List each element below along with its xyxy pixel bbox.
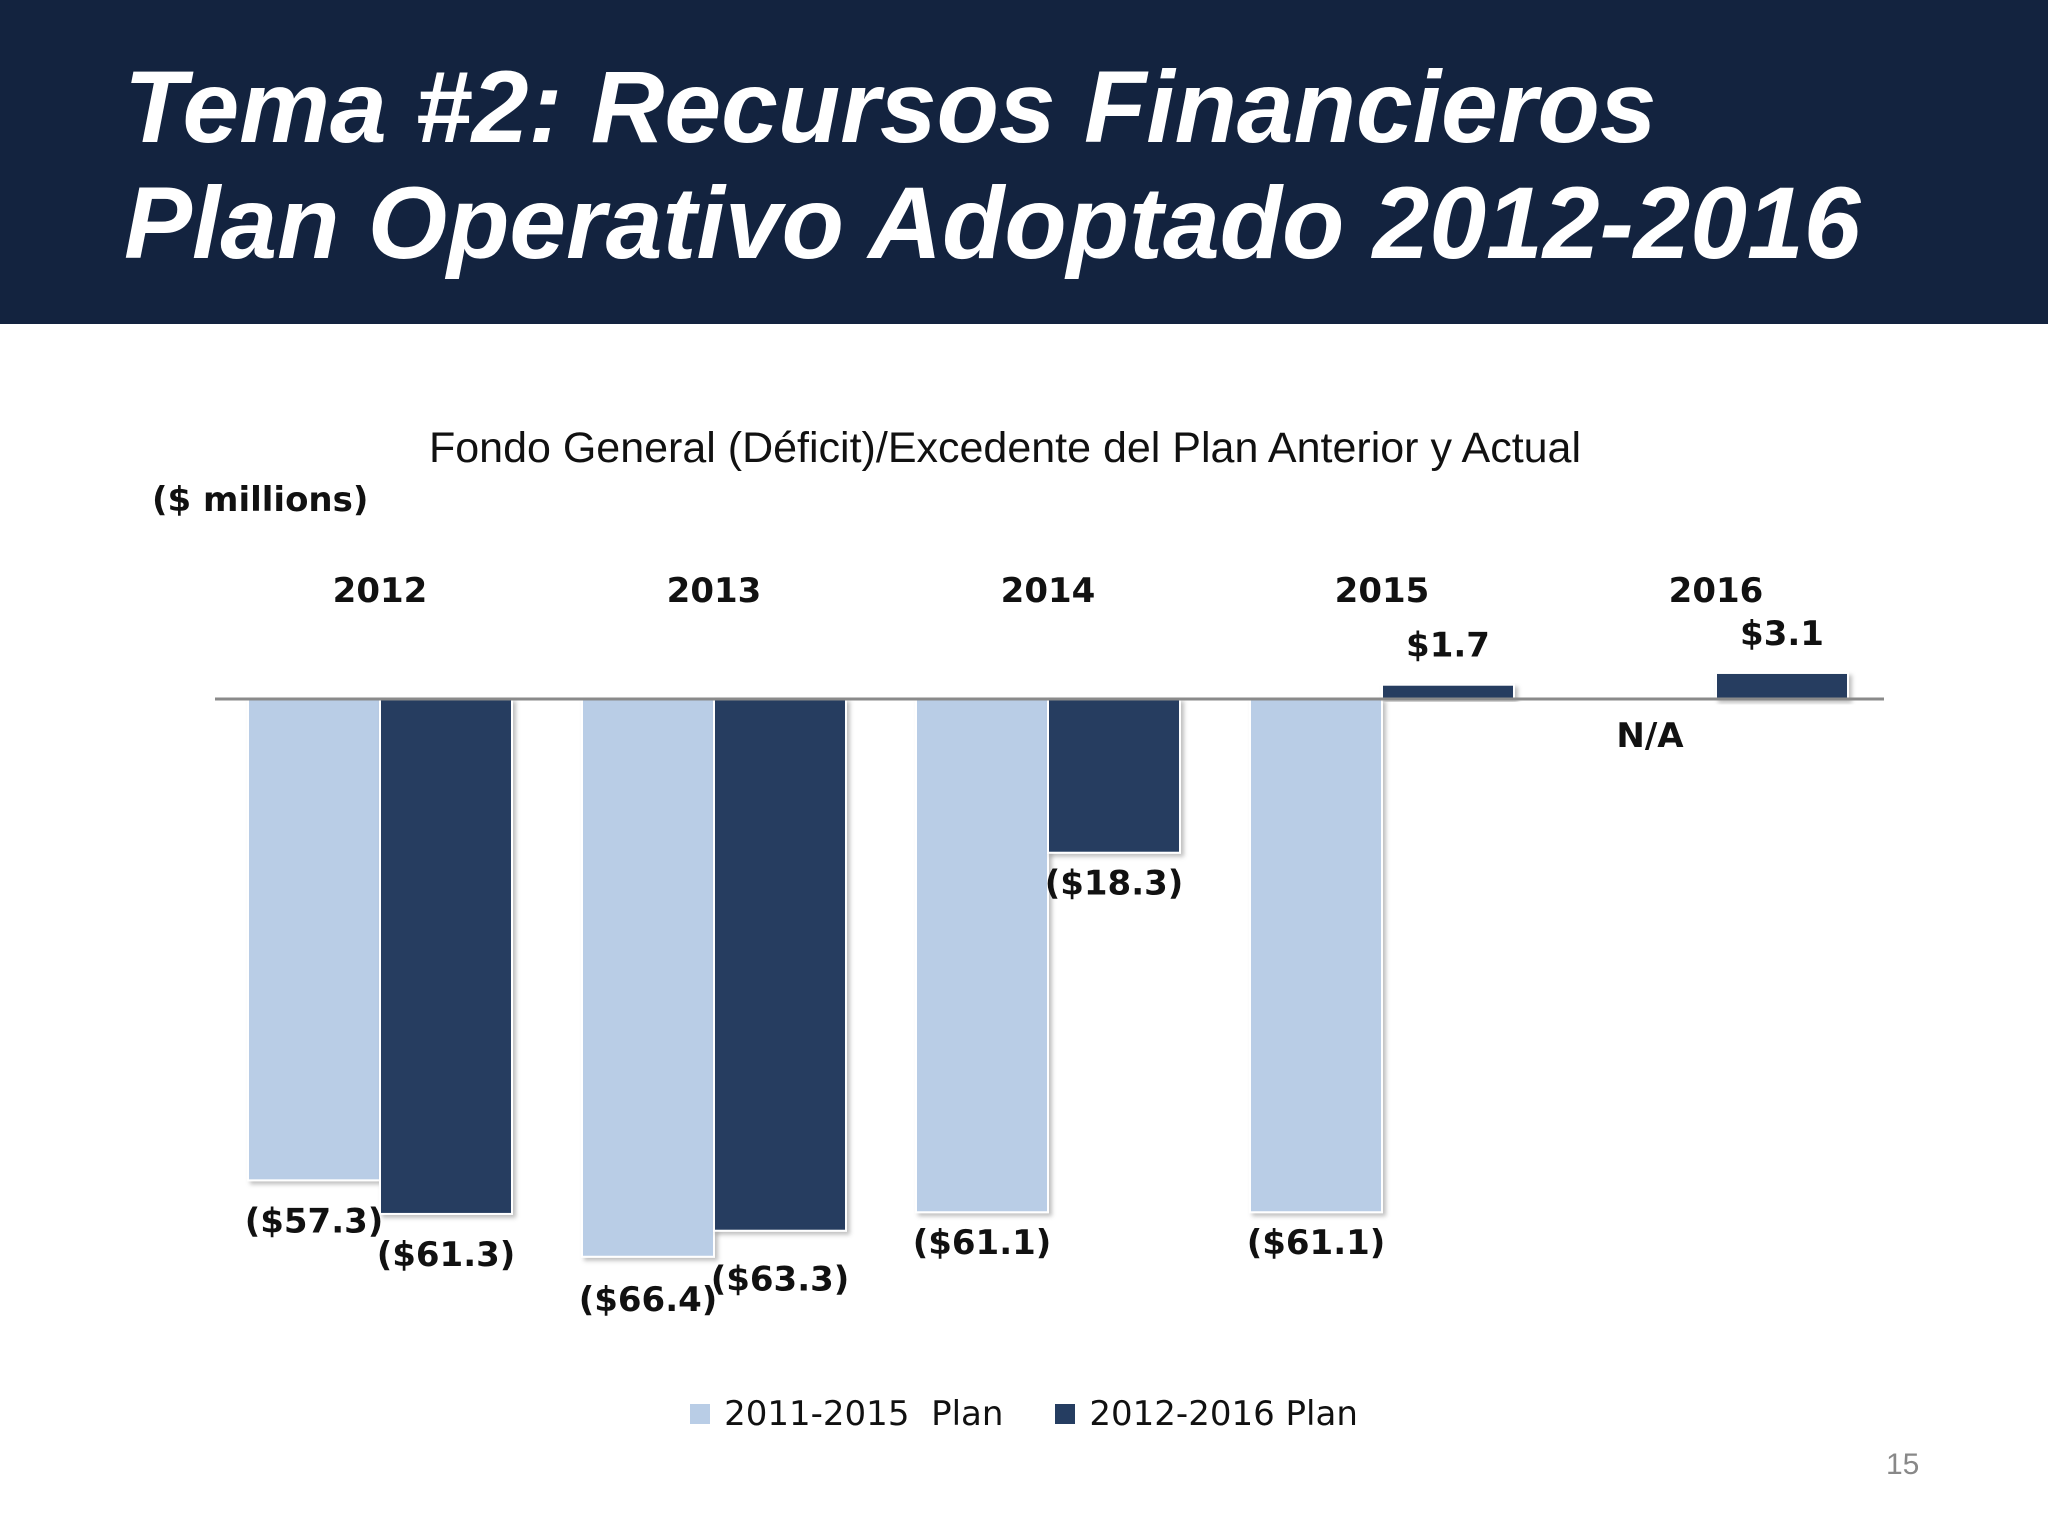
slide-title-line-2: Plan Operativo Adoptado 2012-2016 bbox=[124, 166, 1861, 280]
data-label-2012-series-2: ($61.3) bbox=[377, 1235, 516, 1275]
slide-title-line-1: Tema #2: Recursos Financieros bbox=[124, 50, 1657, 164]
bar-2014-series-1 bbox=[915, 698, 1049, 1214]
bar-2015-series-1 bbox=[1249, 698, 1383, 1214]
category-label-2016: 2016 bbox=[1669, 571, 1764, 611]
bar-2012-series-1 bbox=[247, 698, 381, 1182]
bar-2013-series-1 bbox=[581, 698, 715, 1258]
category-label-2013: 2013 bbox=[667, 571, 762, 611]
legend-item-series-2: 2012-2016 Plan bbox=[1055, 1394, 1358, 1434]
category-label-2012: 2012 bbox=[333, 571, 428, 611]
data-label-2013-series-1: ($66.4) bbox=[579, 1280, 718, 1320]
title-band: Tema #2: Recursos Financieros Plan Opera… bbox=[0, 0, 2048, 324]
bar-2015-series-2 bbox=[1381, 683, 1515, 700]
bar-2013-series-2 bbox=[713, 698, 847, 1232]
data-label-2014-series-1: ($61.1) bbox=[913, 1223, 1052, 1263]
chart-legend: 2011-2015 Plan 2012-2016 Plan bbox=[0, 1394, 2048, 1434]
page-number: 15 bbox=[1886, 1448, 1920, 1481]
data-label-2013-series-2: ($63.3) bbox=[711, 1260, 850, 1300]
bar-2016-series-2 bbox=[1715, 671, 1849, 701]
data-label-2016-series-1: N/A bbox=[1616, 716, 1684, 756]
data-label-2015-series-1: ($61.1) bbox=[1247, 1223, 1386, 1263]
data-label-2014-series-2: ($18.3) bbox=[1045, 864, 1184, 904]
bar-chart: 2012 ($57.3)($61.3) 2013 ($66.4)($63.3) 2014… bbox=[215, 571, 1884, 1320]
legend-item-series-1: 2011-2015 Plan bbox=[690, 1394, 1003, 1434]
category-label-2014: 2014 bbox=[1001, 571, 1096, 611]
data-label-2016-series-2: $3.1 bbox=[1740, 614, 1824, 654]
bar-2012-series-2 bbox=[379, 698, 513, 1215]
category-label-2015: 2015 bbox=[1335, 571, 1430, 611]
legend-swatch-series-1 bbox=[690, 1404, 711, 1424]
bar-2014-series-2 bbox=[1047, 698, 1181, 854]
unit-label: ($ millions) bbox=[152, 480, 369, 520]
data-label-2012-series-1: ($57.3) bbox=[245, 1201, 384, 1241]
legend-swatch-series-2 bbox=[1055, 1404, 1076, 1424]
chart-title: Fondo General (Déficit)/Excedente del Pl… bbox=[428, 424, 1582, 472]
legend-label-series-1: 2011-2015 Plan bbox=[724, 1394, 1004, 1434]
legend-label-series-2: 2012-2016 Plan bbox=[1089, 1394, 1358, 1434]
data-label-2015-series-2: $1.7 bbox=[1406, 626, 1490, 666]
